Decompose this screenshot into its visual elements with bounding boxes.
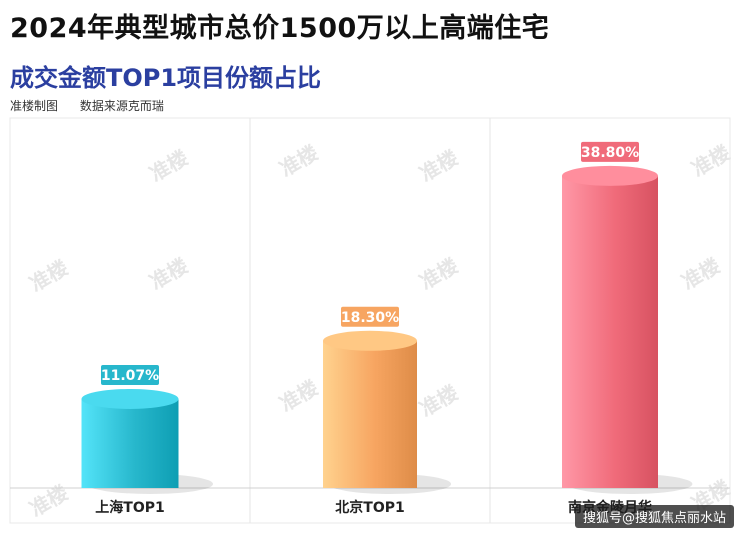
bar-top <box>81 388 179 409</box>
value-label-bg <box>581 141 639 162</box>
author-note: 准楼制图 <box>10 99 59 113</box>
value-label-bg <box>101 364 159 385</box>
bar-top <box>323 330 417 351</box>
bar <box>323 340 417 488</box>
bar <box>81 398 179 488</box>
value-label: 18.30% <box>341 310 399 326</box>
category-label: 北京TOP1 <box>335 499 404 516</box>
chart-title: 2024年典型城市总价1500万以上高端住宅 <box>10 13 550 44</box>
source-line: 准楼制图 数据来源克而瑞 <box>10 97 182 114</box>
plot-frame <box>9 117 731 524</box>
chart-subtitle: 成交金额TOP1项目份额占比 <box>10 64 322 92</box>
corner-badge: 搜狐号@搜狐焦点丽水站 <box>574 505 734 528</box>
value-label: 38.80% <box>581 145 639 161</box>
data-source: 数据来源克而瑞 <box>79 99 164 113</box>
value-label-bg <box>341 306 399 327</box>
bar <box>562 175 658 488</box>
category-label: 上海TOP1 <box>95 499 164 516</box>
value-label: 11.07% <box>101 368 159 384</box>
bar-top <box>562 165 658 186</box>
